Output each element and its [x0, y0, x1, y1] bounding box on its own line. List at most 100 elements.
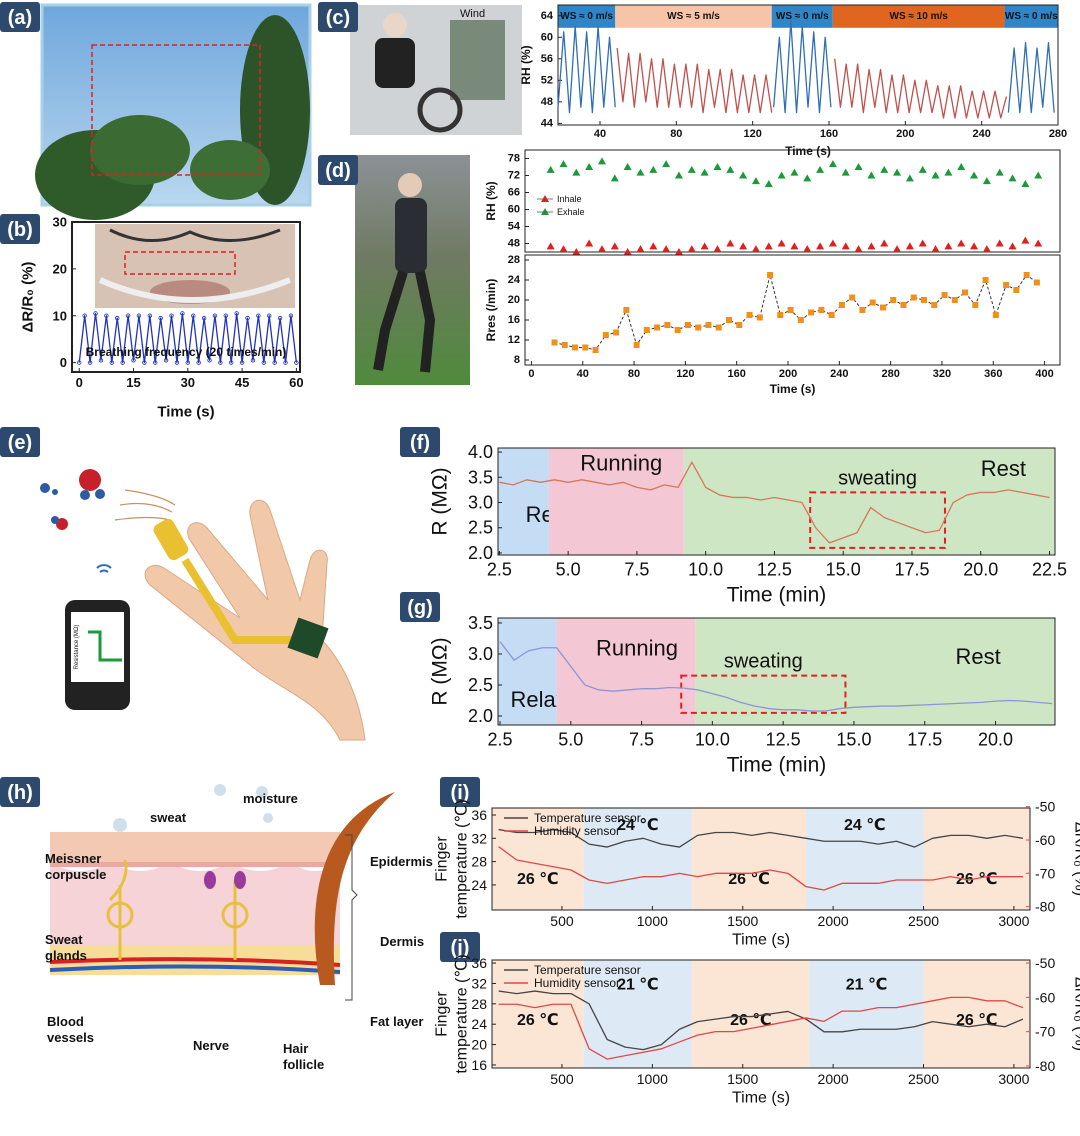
data-point: [559, 160, 568, 168]
chart: 0 10 20 30 0 15 30 45 60 Time (s) ΔR/R₀ (%) Breathi…: [20, 215, 304, 421]
region: [558, 5, 616, 28]
data-point: [272, 360, 277, 365]
x-tick-label: 160: [820, 128, 838, 140]
data-point: [995, 239, 1004, 247]
data-point: [992, 312, 999, 318]
x-tick-label: 2500: [908, 913, 939, 929]
data-point: [636, 245, 645, 253]
data-point: [649, 165, 658, 173]
data-point: [982, 245, 991, 253]
x-tick-label: 5.0: [558, 729, 583, 749]
data-point: [867, 171, 876, 179]
x-tick-label: 2.5: [487, 729, 512, 749]
x-tick-label: 1000: [637, 913, 668, 929]
data-point: [854, 163, 863, 170]
region: [583, 808, 693, 910]
x-tick-label: 400: [1035, 368, 1053, 380]
y-axis-label: temperature (℃): [454, 799, 471, 918]
skin-label: sweat: [150, 810, 187, 825]
data-point: [854, 245, 863, 253]
y-tick-label: 16: [471, 1057, 487, 1073]
data-point: [98, 358, 104, 363]
skin-label: Fat layer: [370, 1014, 423, 1029]
data-point: [995, 168, 1004, 176]
y2-axis-label: ΔR/R₀ (%): [1072, 977, 1080, 1051]
x-axis-label: Time (min): [727, 754, 827, 777]
data-point: [207, 358, 212, 363]
data-point: [229, 360, 234, 365]
data-point: [893, 168, 902, 176]
series-line: [616, 47, 773, 114]
panel-badge: [0, 2, 40, 32]
data-point: [261, 360, 267, 365]
region: [923, 960, 1030, 1068]
data-point: [559, 245, 568, 253]
panel-badge: [0, 214, 40, 244]
x-tick-label: 280: [1049, 128, 1067, 140]
region: [548, 448, 684, 555]
data-point: [705, 322, 712, 328]
data-point: [597, 245, 606, 253]
y-axis-label: R (MΩ): [429, 467, 452, 535]
y-tick-label: 3.0: [468, 493, 493, 513]
y-tick-label: 32: [471, 830, 487, 846]
region: [1004, 5, 1058, 28]
data-point: [957, 239, 966, 247]
skin-label: Nerve: [193, 1038, 229, 1053]
data-point: [662, 160, 671, 168]
y-tick-label: 36: [471, 807, 487, 823]
panel-label: (e): [8, 432, 32, 454]
legend-marker: [541, 195, 549, 202]
data-point: [174, 360, 180, 365]
x-tick-label: 17.5: [894, 559, 929, 579]
data-point: [294, 360, 299, 365]
data-point: [115, 315, 120, 321]
data-point: [921, 297, 928, 303]
data-point: [1013, 287, 1020, 293]
panel-badge: [440, 932, 480, 962]
legend-label: Exhale: [557, 207, 585, 217]
data-point: [726, 239, 735, 247]
x-tick-label: 10.0: [688, 559, 723, 579]
y-tick-label: 12: [508, 334, 520, 346]
charts: 0 10 20 30 0 15 30 45 60 Time (s) ΔR/R₀ (%) Breathi…: [20, 4, 1080, 1107]
region-label: 24 ℃: [844, 817, 886, 834]
data-point: [572, 248, 581, 255]
series-line: [498, 846, 1023, 891]
legend-label: Inhale: [557, 194, 582, 204]
series-line: [498, 996, 1024, 1060]
data-point: [957, 163, 966, 170]
x-axis-label: Time (s): [732, 1090, 790, 1107]
skin-label: Sweat: [45, 932, 83, 947]
data-point: [104, 313, 109, 318]
data-point: [931, 171, 940, 179]
y2-tick-label: -80: [1035, 899, 1055, 915]
highlight-box: [680, 674, 847, 714]
data-point: [869, 299, 876, 306]
panel-badge: [400, 427, 440, 457]
x-axis-label: Time (min): [727, 584, 827, 607]
y-tick-label: 48: [508, 238, 520, 250]
y-axis-label: Finger: [434, 991, 451, 1037]
data-point: [585, 163, 594, 170]
x-tick-label: 60: [289, 375, 303, 390]
x-tick-label: 500: [550, 1071, 574, 1087]
photo-trees: [35, 3, 312, 220]
y2-tick-label: -50: [1035, 799, 1055, 815]
plot-frame: [497, 447, 1056, 556]
y-tick-label: 30: [53, 215, 67, 230]
skin-label: glands: [45, 948, 87, 963]
data-point: [245, 315, 250, 321]
data-point: [125, 313, 131, 318]
data-point: [643, 327, 650, 333]
x-tick-label: 22.5: [1032, 559, 1067, 579]
data-point: [764, 180, 773, 187]
x-tick-label: 1000: [637, 1071, 668, 1087]
data-point: [715, 324, 722, 331]
data-point: [918, 239, 927, 247]
panel-label: (j): [451, 937, 470, 959]
x-tick-label: 2000: [818, 913, 849, 929]
skin-label: Epidermis: [370, 854, 433, 869]
x-tick-label: 15: [126, 375, 140, 390]
